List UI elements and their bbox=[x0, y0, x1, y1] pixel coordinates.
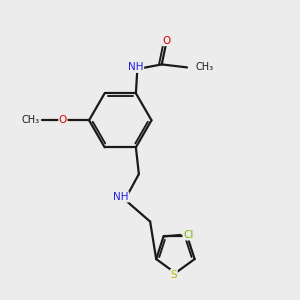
Text: NH: NH bbox=[113, 192, 129, 202]
Text: CH₃: CH₃ bbox=[21, 115, 39, 125]
Text: O: O bbox=[162, 36, 170, 46]
Text: O: O bbox=[59, 115, 67, 125]
Text: NH: NH bbox=[128, 62, 144, 72]
Text: S: S bbox=[171, 269, 177, 280]
Text: Cl: Cl bbox=[183, 230, 194, 240]
Text: CH₃: CH₃ bbox=[195, 62, 214, 72]
